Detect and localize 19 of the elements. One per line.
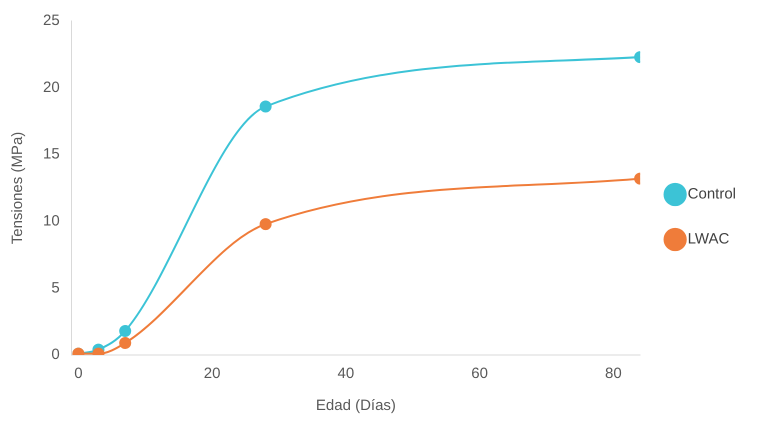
- y-tick-label: 25: [42, 12, 60, 30]
- y-tick-label: 0: [51, 346, 60, 364]
- point: [119, 324, 132, 337]
- y-tick-label: 20: [42, 78, 60, 96]
- legend-label: LWAC: [688, 230, 730, 248]
- y-tick-label: 5: [51, 279, 60, 296]
- y-tick-label: 10: [42, 212, 60, 230]
- x-tick-label: 20: [204, 365, 220, 382]
- point: [260, 218, 272, 230]
- x-tick-label: 0: [74, 365, 83, 382]
- y-tick-label: 15: [42, 146, 60, 163]
- point: [260, 100, 272, 113]
- legend-label: Control: [688, 186, 736, 203]
- point: [119, 336, 132, 349]
- y-axis-title: Tensiones (MPa): [9, 132, 26, 244]
- x-tick-label: 40: [338, 365, 354, 382]
- x-tick-label: 80: [605, 365, 622, 382]
- x-axis-title: Edad (Días): [316, 397, 396, 414]
- x-tick-label: 60: [471, 365, 488, 382]
